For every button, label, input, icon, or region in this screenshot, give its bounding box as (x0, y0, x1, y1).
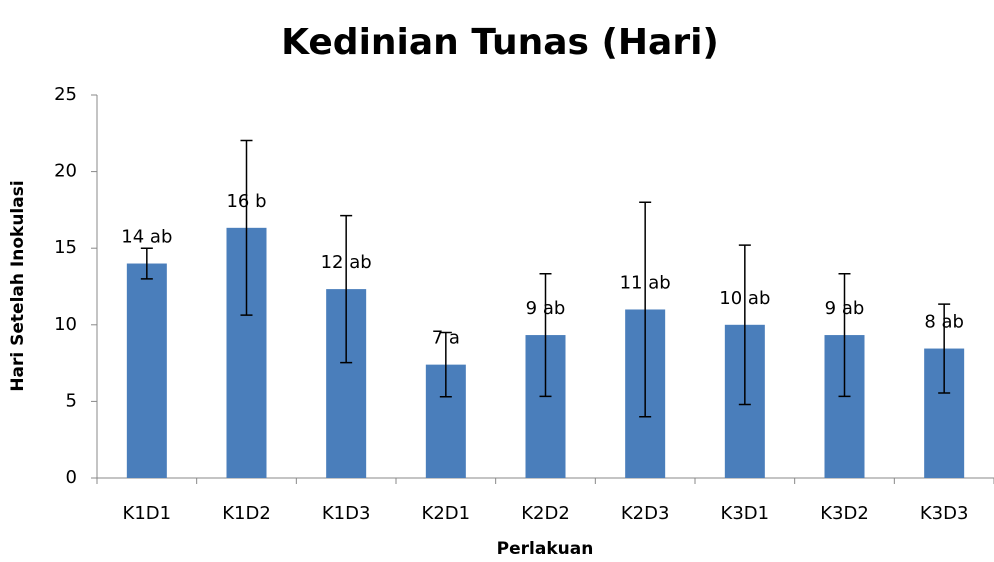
error-bar (639, 201, 652, 418)
y-tick-label: 10 (54, 314, 77, 335)
data-label: 16 b (226, 191, 266, 212)
data-label: 7 a (432, 328, 460, 349)
chart-title: Kedinian Tunas (Hari) (281, 22, 719, 63)
data-label: 14 ab (121, 227, 172, 248)
data-label: 10 ab (719, 288, 770, 309)
x-tick-label: K2D2 (521, 503, 570, 524)
error-bar (340, 214, 353, 364)
error-bar (738, 244, 751, 406)
bar (126, 263, 167, 478)
x-tick-label: K3D2 (820, 503, 869, 524)
y-tick-label: 15 (54, 237, 77, 258)
data-label: 8 ab (924, 312, 964, 333)
error-bar (140, 247, 153, 280)
x-tick-label: K1D3 (322, 503, 371, 524)
x-tick-label: K3D1 (721, 503, 770, 524)
y-axis-title: Hari Setelah Inokulasi (8, 180, 28, 391)
x-tick-label: K1D2 (222, 503, 271, 524)
data-label: 11 ab (620, 272, 671, 293)
data-label: 9 ab (526, 298, 566, 319)
error-bar (838, 273, 851, 398)
x-tick-label: K3D3 (920, 503, 969, 524)
x-axis-title: Perlakuan (497, 539, 594, 559)
x-tick-label: K2D1 (422, 503, 471, 524)
error-bar (938, 303, 951, 394)
error-bar (439, 331, 452, 398)
x-tick-label: K2D3 (621, 503, 670, 524)
y-tick-label: 25 (54, 84, 77, 105)
error-bar (240, 139, 253, 316)
y-tick-label: 20 (54, 161, 77, 182)
error-bar (539, 273, 552, 398)
x-tick-label: K1D1 (123, 503, 172, 524)
y-tick-label: 5 (66, 390, 77, 411)
data-label: 12 ab (321, 252, 372, 273)
y-tick-label: 0 (66, 467, 77, 488)
data-label: 9 ab (825, 298, 865, 319)
